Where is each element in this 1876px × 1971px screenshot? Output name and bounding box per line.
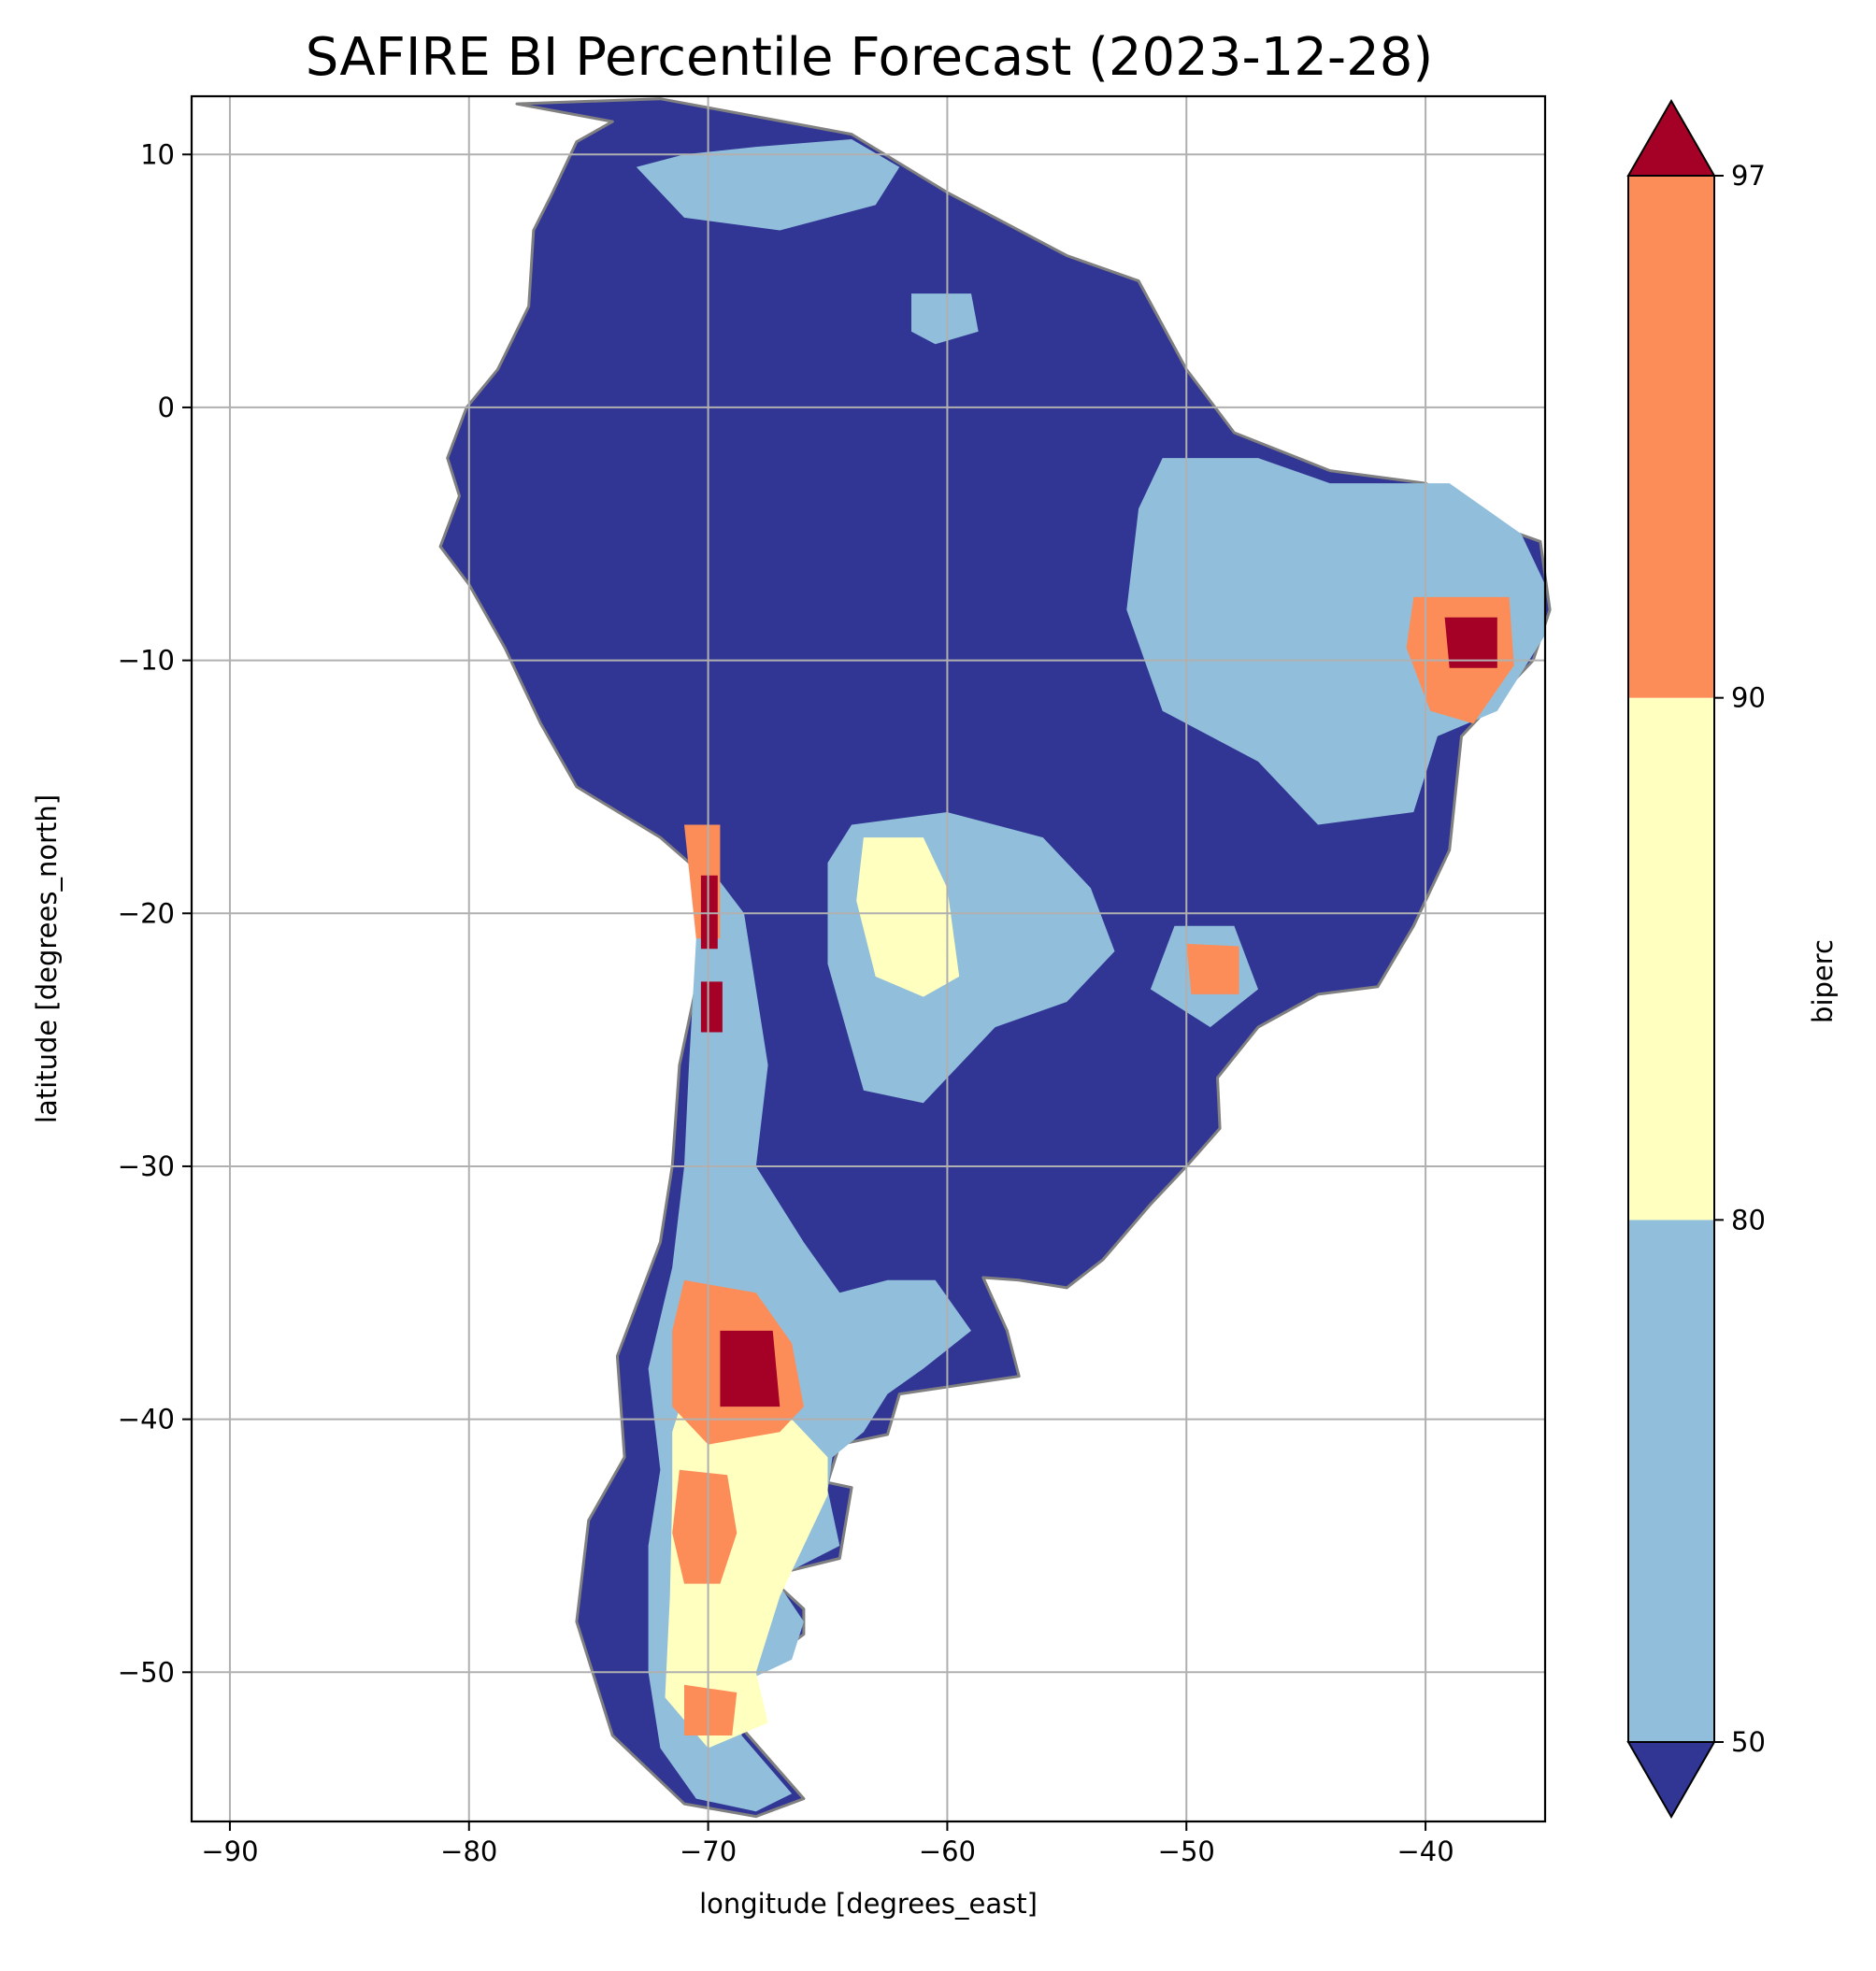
colorbar-tick-label-0: 50 (1731, 1726, 1766, 1758)
plot-frame (190, 94, 1547, 1823)
region-90-97-11 (684, 1684, 738, 1735)
colorbar-extend-upper (1626, 98, 1716, 177)
colorbar-bins: 50 80 90 97 (1626, 98, 1766, 1820)
y-tick-label-5: −40 (118, 1404, 175, 1435)
map-panel: −90 −80 −70 −60 −50 −40 10 0 −10 −20 −30 −40 −50 (118, 94, 1552, 1867)
y-tick-label-3: −20 (118, 897, 175, 929)
colorbar-bin-3 (1628, 176, 1714, 698)
x-ticks: −90 −80 −70 −60 −50 −40 (201, 1821, 1454, 1867)
y-tick-label-4: −30 (118, 1150, 175, 1182)
colorbar: 50 80 90 97 biperc (1626, 98, 1839, 1820)
x-tick-label-4: −50 (1158, 1835, 1215, 1867)
x-tick-label-1: −80 (440, 1835, 497, 1867)
y-tick-label-1: 0 (158, 392, 175, 423)
region-50-80-1 (636, 139, 900, 231)
region-80-90-7 (856, 837, 960, 997)
y-tick-label-6: −50 (118, 1656, 175, 1688)
region-97-17 (700, 981, 723, 1033)
colorbar-label: biperc (1807, 939, 1839, 1023)
region-90-97-13 (1186, 943, 1239, 994)
x-tick-label-3: −60 (919, 1835, 976, 1867)
colorbar-bin-1 (1628, 1220, 1714, 1742)
x-axis-label: longitude [degrees_east] (699, 1888, 1038, 1920)
region-50-80-2 (911, 293, 979, 345)
colorbar-tick-label-3: 97 (1731, 160, 1766, 192)
colorbar-bin-2 (1628, 697, 1714, 1221)
heatmap-regions (438, 97, 1552, 1819)
x-tick-label-0: −90 (201, 1835, 258, 1867)
x-tick-label-5: −40 (1396, 1835, 1454, 1867)
gridlines (192, 96, 1545, 1821)
y-axis-label: latitude [degrees_north] (31, 794, 63, 1123)
region-97-15 (1444, 617, 1497, 668)
colorbar-extend-lower (1626, 1741, 1716, 1820)
chart-title: SAFIRE BI Percentile Forecast (2023-12-2… (306, 27, 1433, 88)
colorbar-tick-label-1: 80 (1731, 1204, 1766, 1235)
colorbar-frame (1627, 175, 1715, 1743)
y-ticks: 10 0 −10 −20 −30 −40 −50 (118, 138, 192, 1688)
x-tick-label-2: −70 (680, 1835, 737, 1867)
region-50-80-3 (1126, 458, 1545, 825)
y-tick-label-0: 10 (140, 138, 175, 170)
region-97-18 (720, 1330, 780, 1407)
region-97-16 (700, 875, 718, 950)
colorbar-tick-label-2: 90 (1731, 682, 1766, 714)
region-90-97-10 (672, 1469, 738, 1584)
y-tick-label-2: −10 (118, 645, 175, 677)
